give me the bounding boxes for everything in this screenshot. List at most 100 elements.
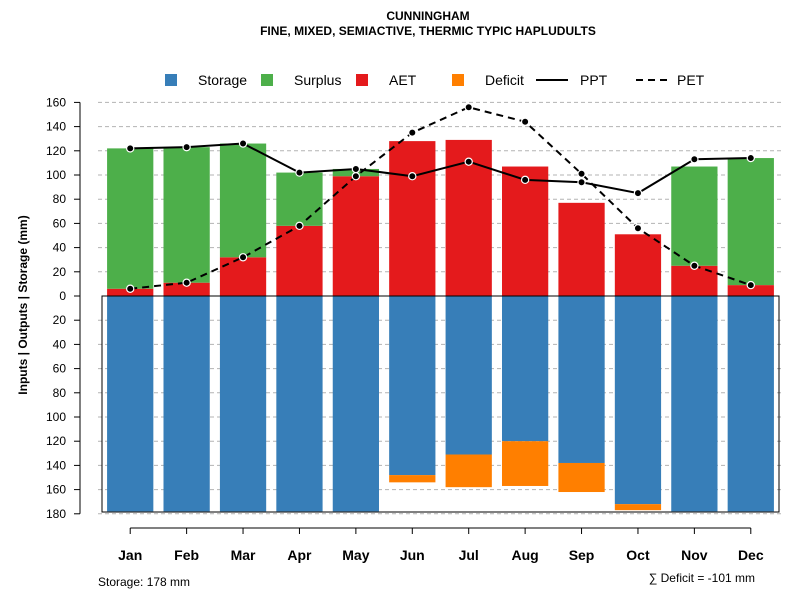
pet-point [690, 261, 699, 270]
pet-point [520, 117, 530, 126]
aet-bar [163, 282, 210, 296]
y-tick-label: 20 [53, 265, 67, 279]
legend: Storage Surplus AET Deficit PPT PET [165, 72, 705, 88]
pet-point [238, 253, 248, 262]
y-tick-label: 140 [46, 458, 66, 472]
pet-point [126, 284, 135, 293]
y-tick-label: 40 [53, 337, 67, 351]
y-tick-label: 140 [46, 120, 66, 134]
surplus-bar [671, 166, 718, 266]
ppt-point [126, 144, 135, 153]
storage-bar [389, 296, 436, 476]
pet-point [577, 169, 586, 178]
legend-label-surplus: Surplus [294, 72, 341, 88]
storage-bar [219, 296, 267, 512]
pet-point [408, 128, 417, 137]
ppt-point [520, 175, 530, 185]
pet-point [351, 172, 361, 181]
surplus-bar [107, 148, 154, 289]
x-tick-label: Apr [287, 547, 312, 563]
chart-title: CUNNINGHAM [386, 9, 469, 23]
deficit-bar [389, 475, 436, 483]
x-tick-label: Aug [512, 547, 539, 563]
y-tick-label: 40 [53, 241, 67, 255]
chart-subtitle: FINE, MIXED, SEMIACTIVE, THERMIC TYPIC H… [260, 24, 596, 38]
ppt-point [238, 139, 248, 148]
y-tick-label: 160 [46, 95, 66, 109]
deficit-bar [445, 454, 492, 488]
storage-bar [107, 296, 154, 512]
surplus-bar [219, 143, 267, 258]
aet-bar [501, 166, 549, 296]
deficit-bar [501, 441, 549, 486]
legend-swatch-deficit [452, 74, 464, 86]
aet-bar [276, 225, 323, 296]
aet-bar [614, 234, 662, 296]
y-tick-label: 180 [46, 507, 66, 521]
pet-point [182, 278, 191, 287]
deficit-note: ∑ Deficit = -101 mm [649, 571, 755, 585]
aet-bar [219, 257, 267, 296]
x-tick-label: Jan [118, 547, 142, 563]
x-tick-label: Nov [681, 547, 708, 563]
legend-label-pet: PET [677, 72, 705, 88]
pet-point [746, 280, 755, 290]
pet-point [464, 103, 473, 112]
legend-label-aet: AET [389, 72, 417, 88]
y-tick-label: 100 [46, 410, 66, 424]
ppt-line [130, 142, 751, 195]
aet-bar [332, 176, 380, 296]
aet-bar [389, 141, 436, 296]
legend-label-ppt: PPT [580, 72, 608, 88]
storage-bar [727, 296, 774, 512]
y-tick-label: 80 [53, 192, 67, 206]
legend-swatch-surplus [261, 74, 273, 86]
x-tick-label: Dec [738, 547, 764, 563]
ppt-point [351, 164, 361, 174]
y-tick-label: 60 [53, 362, 67, 376]
legend-label-storage: Storage [198, 72, 247, 88]
ppt-point [182, 142, 191, 152]
storage-bar [558, 296, 605, 463]
y-tick-label: 120 [46, 144, 66, 158]
aet-bar [727, 285, 774, 296]
deficit-bar [558, 462, 605, 493]
storage-frame [101, 295, 780, 513]
ppt-point [746, 153, 755, 163]
storage-bar [445, 296, 492, 455]
y-axis: 160 140 120 100 80 60 40 20 0 20 40 60 80 100 120 140 16… [46, 95, 81, 521]
x-tick-label: Feb [174, 547, 199, 563]
storage-bar [614, 296, 662, 505]
legend-swatch-aet [356, 74, 368, 86]
ppt-point [408, 172, 417, 181]
x-tick-label: Jun [400, 547, 425, 563]
y-tick-label: 100 [46, 168, 66, 182]
ppt-point [633, 188, 643, 198]
y-axis-label: Inputs | Outputs | Storage (mm) [16, 215, 30, 394]
y-tick-label: 60 [53, 216, 67, 230]
storage-bar [163, 296, 210, 512]
y-tick-label: 0 [59, 289, 66, 303]
ppt-point [464, 157, 473, 166]
y-tick-label: 20 [53, 313, 67, 327]
x-tick-label: May [342, 547, 369, 563]
ppt-point [577, 178, 586, 187]
x-tick-label: Oct [626, 547, 650, 563]
ppt-point [690, 155, 699, 164]
pet-point [633, 224, 643, 233]
aet-bar [558, 202, 605, 296]
lines-layer [126, 103, 755, 293]
deficit-bar [614, 504, 662, 511]
surplus-bar [276, 172, 323, 226]
legend-swatch-storage [165, 74, 177, 86]
y-tick-label: 120 [46, 434, 66, 448]
legend-label-deficit: Deficit [485, 72, 524, 88]
surplus-bar [727, 158, 774, 286]
y-tick-label: 80 [53, 386, 67, 400]
surplus-bar [163, 147, 210, 283]
ppt-point [295, 168, 304, 177]
storage-bar [671, 296, 718, 512]
storage-bar [501, 296, 549, 442]
